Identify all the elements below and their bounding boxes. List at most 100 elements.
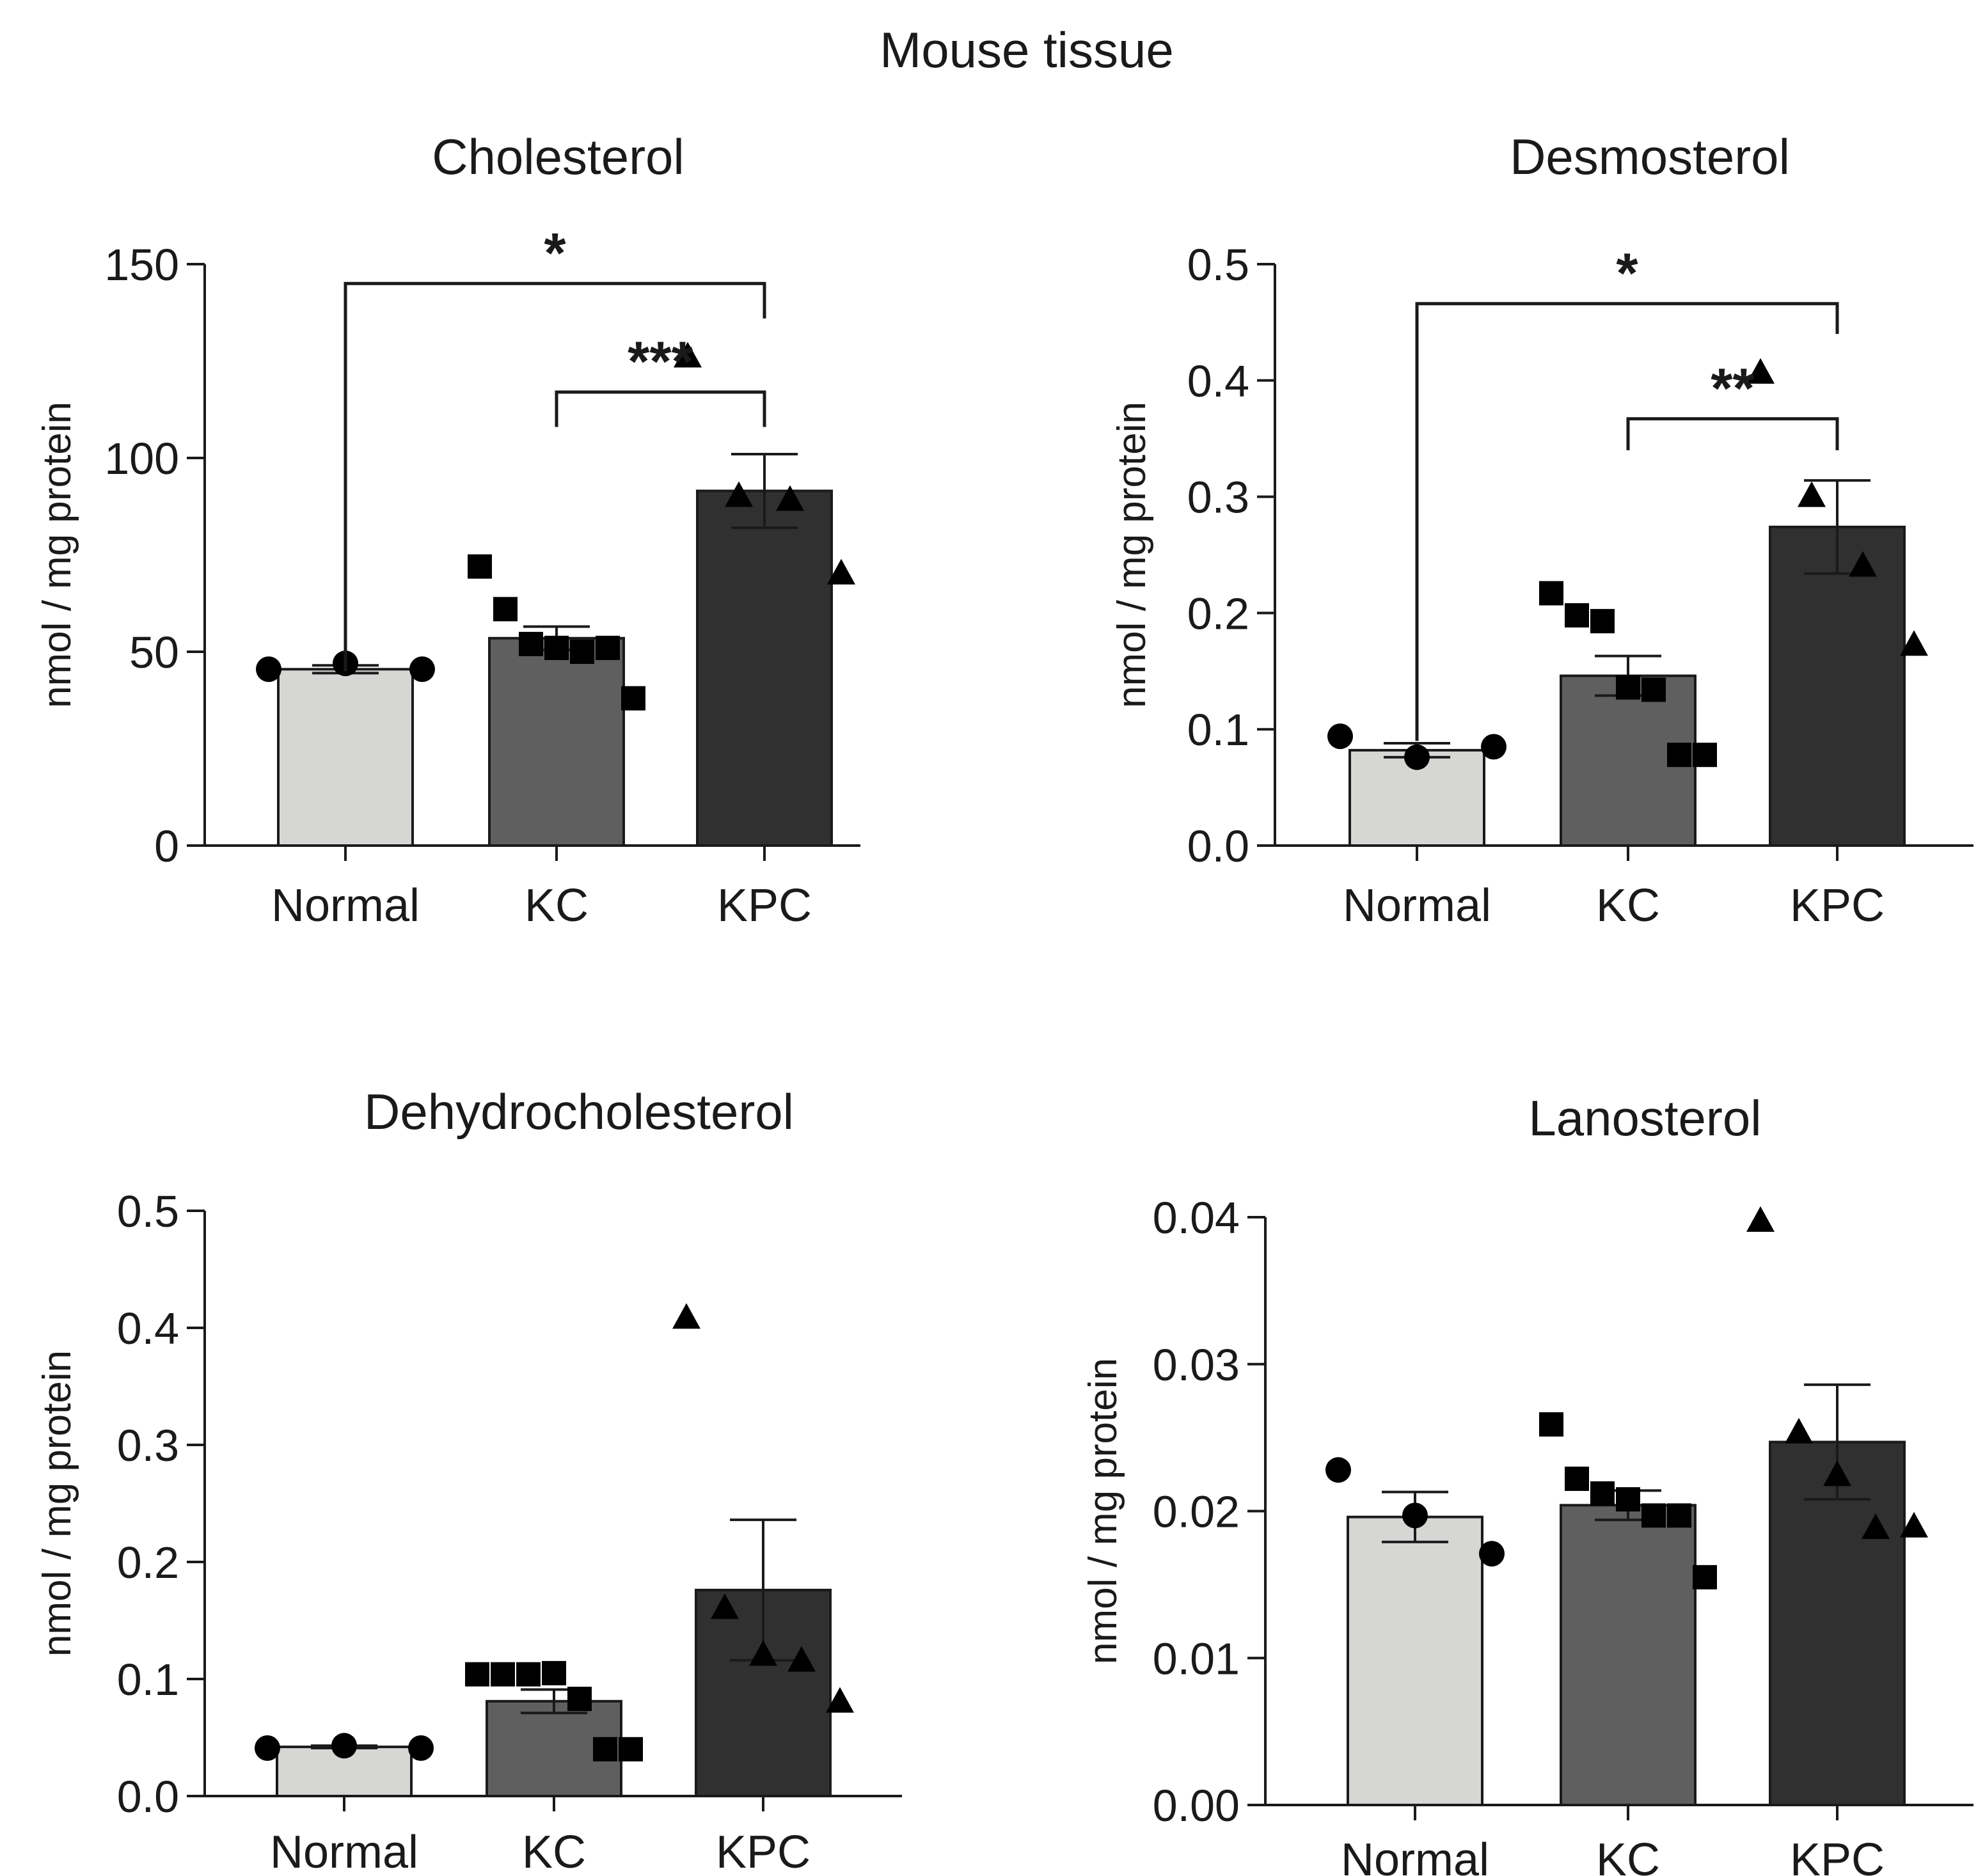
chart-1-significance-bracket-1 xyxy=(1626,417,1839,450)
chart-2-point-kc-6 xyxy=(619,1737,643,1762)
chart-1-x-tick-label-kc: KC xyxy=(1596,880,1660,931)
chart-3-y-tick-label-2: 0.02 xyxy=(1153,1487,1240,1537)
chart-0-y-tick-label-2: 100 xyxy=(104,434,179,484)
chart-2-point-kpc-1 xyxy=(711,1593,739,1620)
chart-0-point-kpc-3 xyxy=(827,558,855,585)
chart-2-y-axis-label: nmol / mg protein xyxy=(35,1350,79,1657)
chart-2-point-kpc-4 xyxy=(826,1687,854,1713)
chart-2-point-kpc-0 xyxy=(672,1303,700,1329)
chart-0-bar-kc xyxy=(488,636,625,847)
chart-1-x-tick-label-kpc: KPC xyxy=(1790,880,1885,931)
chart-3-point-normal-2 xyxy=(1479,1541,1505,1567)
chart-0-point-kc-5 xyxy=(596,635,620,660)
chart-0-point-kc-6 xyxy=(621,686,645,711)
chart-0-significance-label-0: * xyxy=(544,221,566,284)
chart-1-significance-label-0: * xyxy=(1616,241,1638,304)
chart-1-point-kpc-0 xyxy=(1746,358,1775,384)
chart-0-y-axis-label: nmol / mg protein xyxy=(35,402,79,708)
chart-1-point-kpc-3 xyxy=(1900,630,1928,656)
chart-3-point-kc-1 xyxy=(1565,1466,1589,1491)
chart-2-title: Dehydrocholesterol xyxy=(364,1084,794,1140)
chart-1-point-normal-2 xyxy=(1481,734,1507,760)
chart-2-x-tick-label-normal: Normal xyxy=(270,1827,418,1876)
chart-3-point-kc-6 xyxy=(1693,1565,1717,1589)
chart-0-significance-bracket-1 xyxy=(555,390,766,427)
chart-2-point-kc-3 xyxy=(542,1660,566,1685)
chart-2-x-tick-label-kpc: KPC xyxy=(716,1827,811,1876)
chart-desmosterol: Desmosterol nmol / mg protein Normal KC KPC 0… xyxy=(1110,129,1973,931)
chart-1-title: Desmosterol xyxy=(1510,129,1790,185)
chart-0-y-tick-label-1: 50 xyxy=(129,627,179,677)
chart-3-point-kpc-4 xyxy=(1900,1511,1928,1538)
chart-0-x-tick-label-kpc: KPC xyxy=(717,880,812,931)
chart-3-point-kpc-0 xyxy=(1746,1206,1775,1232)
chart-1-point-kc-0 xyxy=(1539,581,1563,606)
chart-2-point-kpc-3 xyxy=(787,1646,816,1672)
chart-2-point-normal-2 xyxy=(408,1735,434,1761)
chart-3-y-tick-label-0: 0.00 xyxy=(1153,1781,1240,1831)
chart-0-point-kc-1 xyxy=(493,597,518,622)
chart-2-point-kc-2 xyxy=(516,1662,541,1687)
chart-2-point-kc-5 xyxy=(593,1737,617,1762)
chart-1-y-axis-label: nmol / mg protein xyxy=(1110,402,1154,708)
chart-0-error-bar-kpc xyxy=(731,452,798,530)
chart-2-point-normal-1 xyxy=(331,1733,357,1759)
chart-1-point-kc-5 xyxy=(1667,743,1691,768)
chart-0-point-kc-4 xyxy=(570,640,594,664)
chart-3-x-tick-label-kpc: KPC xyxy=(1790,1834,1885,1876)
chart-0-point-normal-0 xyxy=(256,656,281,682)
chart-1-point-kc-4 xyxy=(1641,677,1666,702)
chart-1-point-kc-2 xyxy=(1590,609,1615,634)
chart-1-point-kpc-1 xyxy=(1798,481,1826,507)
chart-2-y-tick-label-3: 0.3 xyxy=(117,1421,179,1470)
chart-2-y-tick-label-4: 0.4 xyxy=(117,1304,179,1353)
chart-dehydrocholesterol: Dehydrocholesterol nmol / mg protein Norma… xyxy=(35,1084,902,1876)
chart-3-bar-normal xyxy=(1347,1515,1483,1806)
chart-0-point-kc-0 xyxy=(468,554,492,579)
chart-0-point-kpc-1 xyxy=(725,481,753,507)
chart-3-point-kpc-3 xyxy=(1862,1513,1890,1540)
chart-3-y-axis-label: nmol / mg protein xyxy=(1081,1358,1125,1664)
chart-1-y-tick-label-0: 0.0 xyxy=(1187,821,1249,871)
chart-3-bar-kpc xyxy=(1769,1440,1906,1807)
chart-2-y-tick-label-5: 0.5 xyxy=(117,1186,179,1236)
chart-0-y-tick-label-3: 150 xyxy=(104,240,179,290)
chart-2-point-kc-4 xyxy=(567,1687,592,1712)
chart-1-y-tick-label-5: 0.5 xyxy=(1187,240,1249,290)
figure-title: Mouse tissue xyxy=(880,22,1174,78)
chart-1-point-normal-1 xyxy=(1404,744,1430,770)
chart-3-point-normal-1 xyxy=(1402,1502,1428,1529)
chart-0-point-kc-3 xyxy=(544,635,569,660)
chart-0-y-tick-label-0: 0 xyxy=(154,821,179,871)
chart-0-bar-normal xyxy=(277,668,414,847)
chart-3-y-tick-label-1: 0.01 xyxy=(1153,1634,1240,1683)
chart-3-bar-kc xyxy=(1560,1504,1696,1807)
chart-0-point-kpc-0 xyxy=(674,342,702,368)
chart-3-point-kpc-2 xyxy=(1823,1460,1851,1486)
chart-1-y-tick-label-2: 0.2 xyxy=(1187,588,1249,638)
chart-3-point-kpc-1 xyxy=(1785,1417,1813,1444)
chart-3-y-tick-label-4: 0.04 xyxy=(1153,1193,1240,1243)
chart-1-point-kc-6 xyxy=(1693,743,1717,768)
chart-1-point-kpc-2 xyxy=(1849,551,1877,577)
chart-1-x-tick-label-normal: Normal xyxy=(1343,880,1491,931)
chart-3-x-tick-label-kc: KC xyxy=(1596,1834,1660,1876)
chart-1-significance-label-1: ** xyxy=(1711,356,1755,420)
chart-0-title: Cholesterol xyxy=(432,129,684,185)
chart-1-point-kc-3 xyxy=(1616,675,1640,700)
chart-3-x-tick-label-normal: Normal xyxy=(1341,1834,1489,1876)
chart-1-significance-bracket-0 xyxy=(1415,302,1839,741)
chart-0-significance-bracket-0 xyxy=(344,281,766,672)
chart-1-y-tick-label-1: 0.1 xyxy=(1187,705,1249,755)
chart-1-bar-kpc xyxy=(1769,525,1906,847)
chart-0-point-kc-2 xyxy=(519,631,543,656)
chart-1-y-tick-label-3: 0.3 xyxy=(1187,473,1249,523)
chart-1-point-kc-1 xyxy=(1565,603,1589,628)
chart-0-bar-kpc xyxy=(696,489,833,847)
chart-2-point-normal-0 xyxy=(255,1735,280,1761)
chart-3-point-kc-4 xyxy=(1641,1503,1666,1528)
chart-2-y-tick-label-0: 0.0 xyxy=(117,1772,179,1822)
chart-lanosterol: Lanosterol nmol / mg protein Normal KC KPC 0.… xyxy=(1081,1090,1973,1876)
chart-2-point-kc-0 xyxy=(465,1662,489,1687)
